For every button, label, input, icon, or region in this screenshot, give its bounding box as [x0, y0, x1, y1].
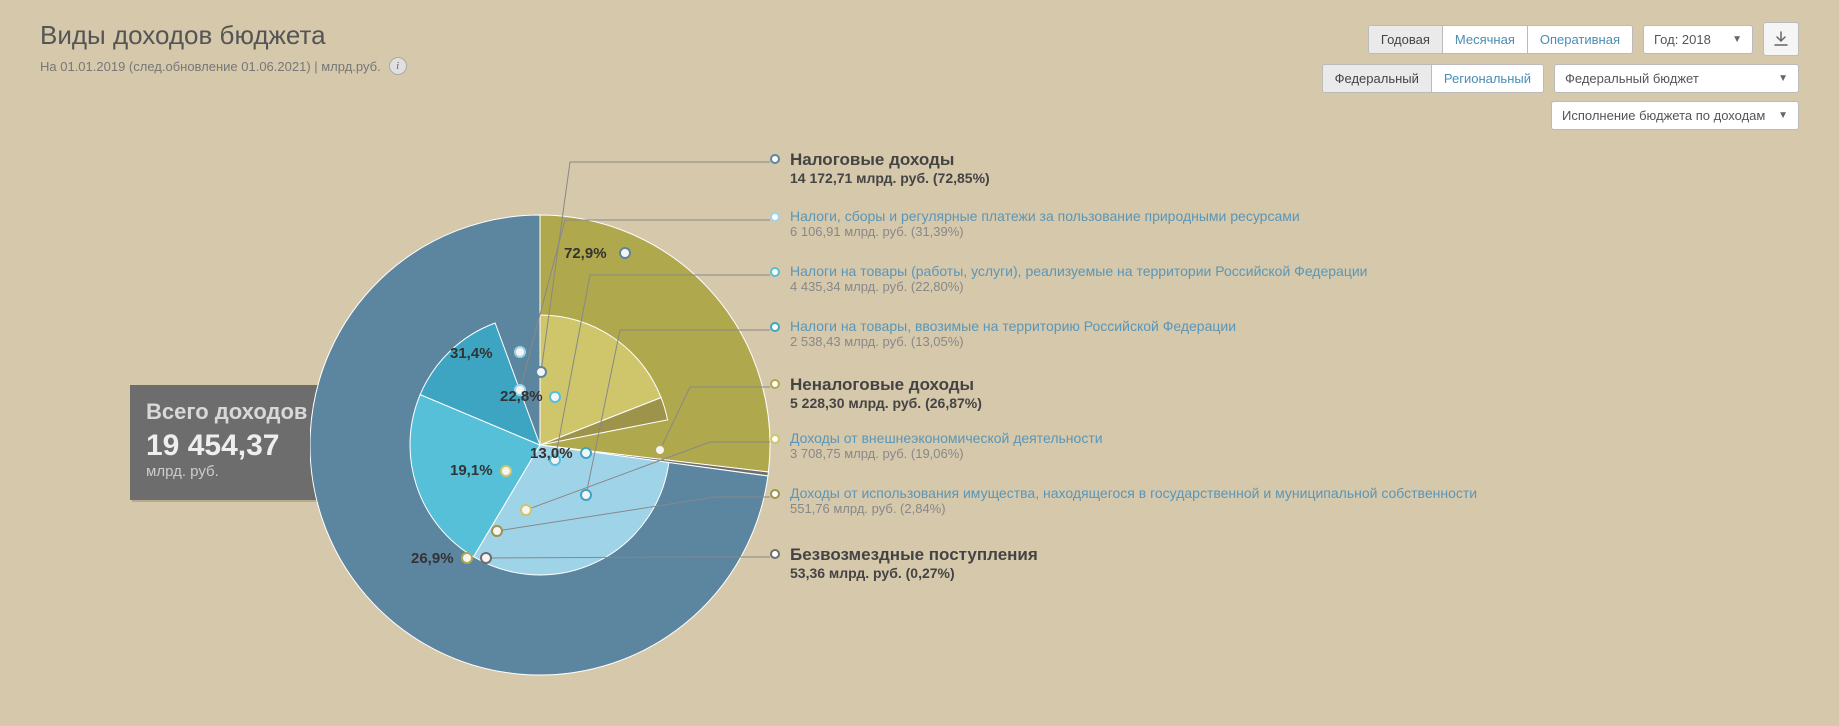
- caret-down-icon: ▼: [1778, 73, 1788, 84]
- legend-value: 551,76 млрд. руб. (2,84%): [790, 501, 1477, 516]
- legend-entry[interactable]: Безвозмездные поступления53,36 млрд. руб…: [790, 545, 1038, 581]
- legend-entry[interactable]: Доходы от использования имущества, наход…: [790, 485, 1477, 516]
- caret-down-icon: ▼: [1732, 34, 1742, 45]
- legend-value: 2 538,43 млрд. руб. (13,05%): [790, 334, 1236, 349]
- download-button[interactable]: [1763, 22, 1799, 56]
- legend-dot: [770, 212, 780, 222]
- legend-title: Доходы от внешнеэкономической деятельнос…: [790, 430, 1103, 446]
- legend-entry[interactable]: Неналоговые доходы5 228,30 млрд. руб. (2…: [790, 375, 982, 411]
- leader-line: [526, 442, 770, 510]
- legend-entry[interactable]: Доходы от внешнеэкономической деятельнос…: [790, 430, 1103, 461]
- page-subtitle: На 01.01.2019 (след.обновление 01.06.202…: [40, 59, 381, 74]
- exec-select-label: Исполнение бюджета по доходам: [1562, 108, 1765, 123]
- pct-dot: [462, 553, 472, 563]
- legend-value: 4 435,34 млрд. руб. (22,80%): [790, 279, 1367, 294]
- pct-label: 31,4%: [450, 345, 493, 362]
- legend-value: 3 708,75 млрд. руб. (19,06%): [790, 446, 1103, 461]
- pie-slice[interactable]: [540, 445, 768, 476]
- leader-dot: [536, 367, 546, 377]
- legend-title: Безвозмездные поступления: [790, 545, 1038, 565]
- year-select[interactable]: Год: 2018 ▼: [1643, 25, 1753, 54]
- chart-area: Всего доходов 19 454,37 млрд. руб. Налог…: [0, 150, 1839, 726]
- pct-dot: [515, 347, 525, 357]
- leader-dot: [481, 553, 491, 563]
- legend-entry[interactable]: Налоги, сборы и регулярные платежи за по…: [790, 208, 1300, 239]
- legend-dot: [770, 267, 780, 277]
- legend-entry[interactable]: Налоги на товары (работы, услуги), реали…: [790, 263, 1367, 294]
- legend-title: Доходы от использования имущества, наход…: [790, 485, 1477, 501]
- pct-dot: [581, 448, 591, 458]
- legend-value: 5 228,30 млрд. руб. (26,87%): [790, 395, 982, 411]
- leader-line: [555, 275, 770, 460]
- budget-select[interactable]: Федеральный бюджет ▼: [1554, 64, 1799, 93]
- legend-dot: [770, 549, 780, 559]
- pct-dot: [550, 392, 560, 402]
- leader-line: [586, 330, 770, 495]
- caret-down-icon: ▼: [1778, 110, 1788, 121]
- tab-yearly[interactable]: Годовая: [1369, 26, 1443, 53]
- leader-dot: [581, 490, 591, 500]
- leader-dot: [521, 505, 531, 515]
- level-tabs: Федеральный Региональный: [1322, 64, 1544, 93]
- legend-title: Налоги на товары (работы, услуги), реали…: [790, 263, 1367, 279]
- filter-controls: Годовая Месячная Оперативная Год: 2018 ▼…: [1322, 22, 1799, 130]
- leader-line: [541, 162, 770, 372]
- info-icon[interactable]: i: [389, 57, 407, 75]
- legend-dot: [770, 154, 780, 164]
- pct-label: 13,0%: [530, 445, 573, 462]
- leader-dot: [515, 385, 525, 395]
- legend-entry[interactable]: Налоговые доходы14 172,71 млрд. руб. (72…: [790, 150, 990, 186]
- legend-dot: [770, 434, 780, 444]
- pct-label: 26,9%: [411, 550, 454, 567]
- tab-operational[interactable]: Оперативная: [1528, 26, 1632, 53]
- total-unit: млрд. руб.: [146, 463, 369, 480]
- pie-slice[interactable]: [410, 395, 540, 557]
- legend-title: Налоговые доходы: [790, 150, 990, 170]
- tab-federal[interactable]: Федеральный: [1323, 65, 1432, 92]
- legend-title: Налоги, сборы и регулярные платежи за по…: [790, 208, 1300, 224]
- legend-value: 6 106,91 млрд. руб. (31,39%): [790, 224, 1300, 239]
- leader-dot: [655, 445, 665, 455]
- year-select-label: Год: 2018: [1654, 32, 1711, 47]
- pie-slice[interactable]: [540, 398, 668, 445]
- leader-line: [486, 557, 770, 558]
- legend-title: Налоги на товары, ввозимые на территорию…: [790, 318, 1236, 334]
- leader-line: [497, 497, 770, 531]
- pie-slice[interactable]: [420, 323, 540, 445]
- pct-label: 72,9%: [564, 245, 607, 262]
- pie-slice[interactable]: [474, 445, 669, 575]
- total-box: Всего доходов 19 454,37 млрд. руб.: [130, 385, 385, 500]
- budget-select-label: Федеральный бюджет: [1565, 71, 1699, 86]
- tab-monthly[interactable]: Месячная: [1443, 26, 1528, 53]
- total-value: 19 454,37: [146, 429, 369, 463]
- legend-value: 14 172,71 млрд. руб. (72,85%): [790, 170, 990, 186]
- legend-value: 53,36 млрд. руб. (0,27%): [790, 565, 1038, 581]
- leader-dot: [492, 526, 502, 536]
- pie-slice[interactable]: [540, 215, 770, 472]
- pie-slice[interactable]: [540, 315, 661, 445]
- pct-label: 22,8%: [500, 388, 543, 405]
- exec-select[interactable]: Исполнение бюджета по доходам ▼: [1551, 101, 1799, 130]
- legend-entry[interactable]: Налоги на товары, ввозимые на территорию…: [790, 318, 1236, 349]
- total-label: Всего доходов: [146, 399, 369, 425]
- legend-dot: [770, 379, 780, 389]
- legend-dot: [770, 322, 780, 332]
- pct-dot: [501, 466, 511, 476]
- pct-dot: [620, 248, 630, 258]
- download-icon: [1773, 31, 1789, 47]
- period-tabs: Годовая Месячная Оперативная: [1368, 25, 1633, 54]
- legend-title: Неналоговые доходы: [790, 375, 982, 395]
- legend-dot: [770, 489, 780, 499]
- leader-line: [520, 220, 770, 390]
- tab-regional[interactable]: Региональный: [1432, 65, 1543, 92]
- pct-label: 19,1%: [450, 462, 493, 479]
- leader-line: [660, 387, 770, 450]
- leader-dot: [550, 455, 560, 465]
